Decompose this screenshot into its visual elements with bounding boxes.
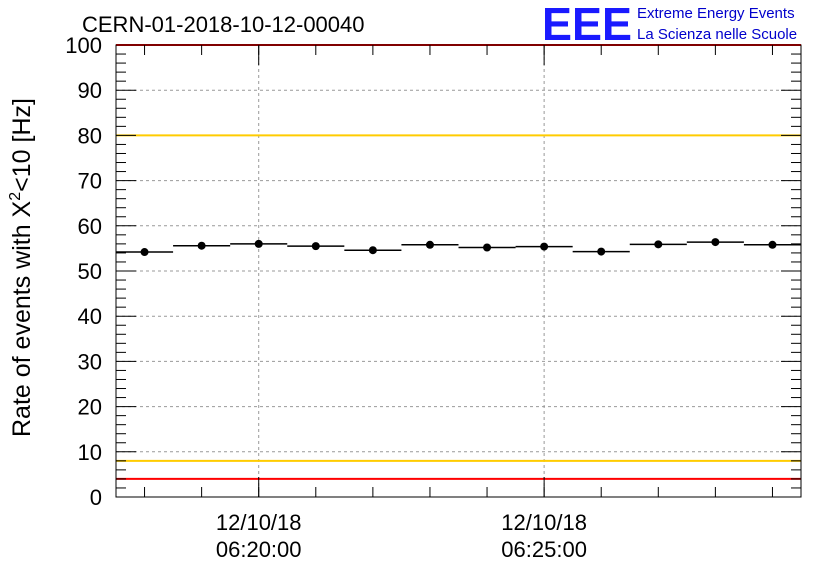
y-axis-label-main: Rate of events with X [8,200,36,437]
y-axis-label-superscript: 2 [7,192,24,201]
data-point [540,242,549,251]
y-tick-label: 0 [90,485,102,510]
data-point [654,240,663,249]
y-tick-label: 70 [78,169,102,194]
reference-lines [116,44,801,480]
logo-line1: Extreme Energy Events [637,5,795,22]
y-tick-label: 60 [78,214,102,239]
chart-title: CERN-01-2018-10-12-00040 [82,12,365,37]
grid-lines [116,45,801,497]
y-tick-label: 80 [78,123,102,148]
axis-ticks [116,44,801,498]
data-point [711,238,720,247]
data-point [311,242,320,251]
data-points [116,238,801,257]
eee-logo: EEE Extreme Energy Events La Scienza nel… [542,0,797,50]
y-tick-labels: 0 10 20 30 40 50 60 70 80 90 100 [65,33,102,510]
data-point [597,247,606,256]
x-tick-time: 06:25:00 [501,537,587,562]
data-point [254,239,263,248]
y-tick-label: 50 [78,259,102,284]
y-tick-label: 100 [65,33,102,58]
y-tick-label: 30 [78,349,102,374]
y-tick-label: 90 [78,78,102,103]
x-tick-time: 06:20:00 [216,537,302,562]
data-point [140,248,149,257]
data-point [483,243,492,252]
data-point [197,241,206,250]
y-tick-label: 10 [78,440,102,465]
x-tick-date: 12/10/18 [216,510,302,535]
x-tick-date: 12/10/18 [501,510,587,535]
y-tick-label: 20 [78,395,102,420]
data-point [768,240,777,249]
data-point [425,240,434,249]
y-axis-label: Rate of events with X2<10 [Hz] [7,98,36,437]
data-point [368,246,377,255]
logo-mark: EEE [542,0,632,50]
y-tick-label: 40 [78,304,102,329]
y-axis-label-tail: <10 [Hz] [8,98,36,192]
logo-line2: La Scienza nelle Scuole [637,26,797,43]
